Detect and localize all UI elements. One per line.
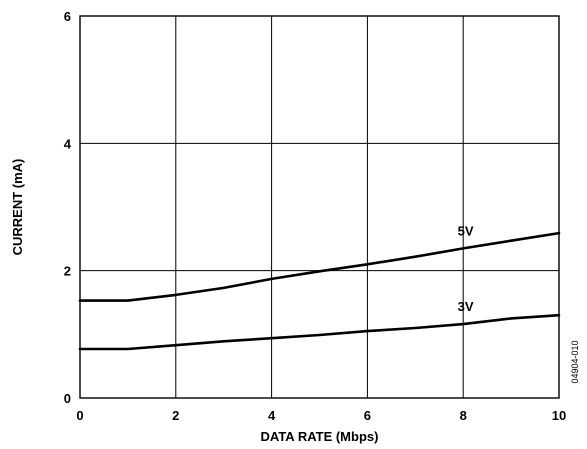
grid [80,16,559,398]
series-label-3v: 3V [458,299,474,314]
plot-frame [79,15,560,399]
y-tick-label-4: 4 [64,136,72,151]
series-line-3v [78,313,561,351]
series-labels: 5V 3V [458,223,474,314]
x-axis-title: DATA RATE (Mbps) [261,429,379,444]
y-tick-label-2: 2 [64,264,71,279]
series-label-5v: 5V [458,223,474,238]
figure-id-annotation: 04904-010 [570,340,580,383]
x-tick-label-10: 10 [552,408,566,423]
tick-labels: 0 2 4 6 8 10 0 2 4 6 [64,9,566,423]
y-tick-label-6: 6 [64,9,71,24]
x-tick-label-8: 8 [460,408,467,423]
x-tick-label-6: 6 [364,408,371,423]
series-lines [78,231,561,351]
y-tick-label-0: 0 [64,391,71,406]
x-tick-label-2: 2 [172,408,179,423]
x-tick-label-4: 4 [268,408,276,423]
y-axis-title: CURRENT (mA) [10,159,25,256]
x-tick-label-0: 0 [76,408,83,423]
series-line-5v [78,231,561,302]
